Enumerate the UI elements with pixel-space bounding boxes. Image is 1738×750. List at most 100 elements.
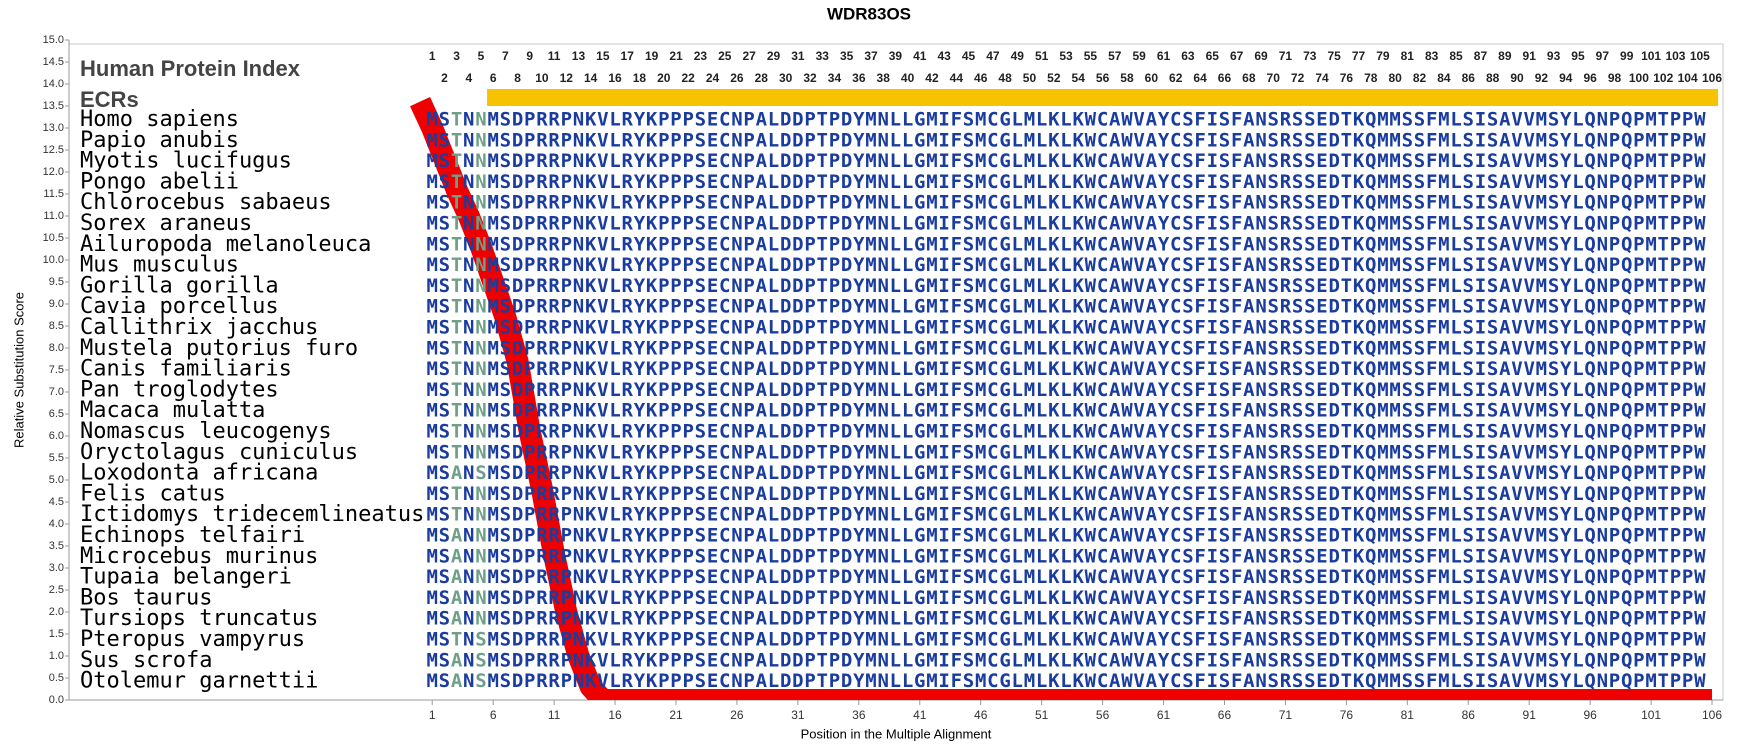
residue: K [1048,254,1060,276]
residue: I [938,379,949,401]
residue: T [1658,566,1669,588]
residue: N [463,192,474,214]
residue: S [500,317,511,339]
residue: P [743,275,754,297]
residue: F [1194,483,1205,505]
residue: L [1012,171,1023,193]
residue: K [585,483,597,505]
residue: F [1426,296,1437,318]
residue: Y [853,129,865,151]
human-index: 81 [1401,49,1415,63]
residue: L [1572,317,1583,339]
residue: A [756,254,768,276]
residue: A [1499,670,1511,692]
residue: M [1438,649,1449,671]
residue: S [1402,608,1413,630]
residue: N [475,441,486,463]
residue: F [1426,358,1437,380]
residue: G [999,421,1010,443]
residue: P [1682,192,1693,214]
residue: A [1109,192,1121,214]
human-index: 8 [514,71,521,85]
residue: P [804,192,815,214]
residue: D [841,254,852,276]
residue: C [1097,254,1108,276]
residue: G [999,670,1010,692]
residue: M [1536,525,1547,547]
residue: S [963,150,974,172]
residue: C [719,462,730,484]
residue: Y [853,233,865,255]
residue: W [1694,421,1706,443]
residue: A [1243,358,1255,380]
residue: C [1170,171,1181,193]
residue: P [1633,275,1644,297]
residue: P [1633,358,1644,380]
residue: T [1341,441,1352,463]
residue: K [1353,150,1365,172]
residue: P [743,150,754,172]
residue: S [1463,462,1474,484]
residue: S [963,233,974,255]
residue: F [1194,109,1205,131]
residue: S [1268,150,1279,172]
residue: T [817,441,828,463]
residue: Q [1584,483,1595,505]
human-index: 88 [1486,71,1500,85]
residue: M [975,192,986,214]
residue: F [1426,192,1437,214]
residue: V [1133,317,1144,339]
residue: P [1670,670,1681,692]
residue: F [951,171,962,193]
residue: D [841,150,852,172]
residue: L [1450,129,1461,151]
residue: F [1231,462,1242,484]
x-tick-label: 101 [1641,708,1661,722]
residue: S [1219,525,1230,547]
residue: M [865,441,876,463]
residue: K [1353,587,1365,609]
species-name: Callithrix jacchus [80,315,318,340]
residue: A [1146,608,1158,630]
residue: M [1377,670,1388,692]
residue: K [1353,192,1365,214]
residue: C [1097,504,1108,526]
residue: M [1536,150,1547,172]
residue: I [1475,629,1486,651]
residue: R [1280,358,1292,380]
residue: S [1548,171,1559,193]
residue: S [1414,608,1425,630]
residue: R [1280,192,1292,214]
residue: S [1268,358,1279,380]
residue: I [938,587,949,609]
residue: K [1353,608,1365,630]
residue: E [1316,150,1327,172]
residue: N [463,233,474,255]
residue: P [1609,441,1620,463]
residue: M [1536,129,1547,151]
residue: W [1694,296,1706,318]
human-index: 62 [1169,71,1183,85]
residue: M [487,129,498,151]
residue: M [487,109,498,131]
residue: K [1072,608,1084,630]
residue: N [877,608,888,630]
residue: Y [1560,129,1572,151]
residue: P [561,254,572,276]
residue: K [1353,441,1365,463]
residue: K [1353,421,1365,443]
residue: K [585,525,597,547]
residue: P [743,296,754,318]
residue: D [780,608,791,630]
residue: G [914,421,925,443]
residue: I [938,254,949,276]
residue: Y [634,358,646,380]
residue: W [1121,483,1133,505]
residue: V [1511,317,1522,339]
residue: T [1341,358,1352,380]
residue: S [695,504,706,526]
residue: M [426,129,437,151]
human-index: 33 [816,49,830,63]
residue: A [1109,545,1121,567]
residue: M [975,608,986,630]
